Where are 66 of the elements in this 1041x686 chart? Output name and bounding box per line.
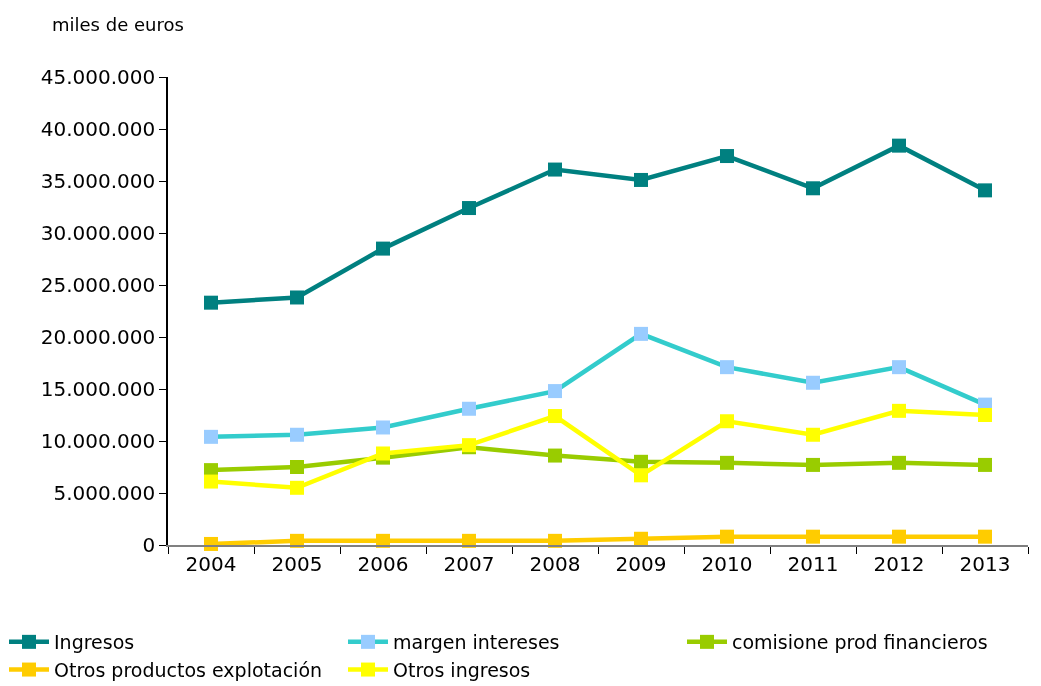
point (548, 409, 562, 424)
y-tick-label: 35.000.000 (40, 169, 156, 193)
x-tick-label: 2009 (615, 552, 667, 576)
point (548, 448, 562, 463)
point (720, 360, 734, 375)
point (376, 241, 390, 256)
point (204, 474, 218, 489)
y-tick-label: 25.000.000 (40, 273, 156, 297)
point (376, 446, 390, 461)
point (978, 457, 992, 472)
legend-label: margen intereses (393, 631, 560, 654)
point (978, 529, 992, 544)
legend-label: Otros productos explotación (54, 658, 323, 681)
x-tick-label: 2011 (787, 552, 839, 576)
legend-label: Ingresos (54, 631, 135, 654)
point (892, 529, 906, 544)
point (634, 531, 648, 546)
point (634, 326, 648, 341)
legend-label: Otros ingresos (393, 658, 531, 681)
y-tick-label: 0 (142, 533, 156, 557)
point (462, 201, 476, 216)
y-tick-label: 45.000.000 (40, 65, 156, 89)
point (978, 183, 992, 198)
point (290, 480, 304, 495)
point (634, 172, 648, 187)
point (806, 529, 820, 544)
point (892, 403, 906, 418)
point (720, 529, 734, 544)
x-tick-label: 2008 (529, 552, 581, 576)
x-tick-label: 2013 (959, 552, 1011, 576)
point (204, 429, 218, 444)
y-tick-label: 10.000.000 (40, 429, 156, 453)
point (462, 401, 476, 416)
point (806, 181, 820, 196)
point (806, 457, 820, 472)
y-tick-label: 15.000.000 (40, 377, 156, 401)
point (892, 138, 906, 153)
point (806, 427, 820, 442)
point (634, 468, 648, 483)
point (978, 408, 992, 422)
point (720, 149, 734, 164)
y-tick-label: 30.000.000 (40, 221, 156, 245)
y-tick-label: 5.000.000 (53, 481, 156, 505)
x-tick-label: 2005 (271, 552, 323, 576)
x-tick-label: 2012 (873, 552, 925, 576)
point (548, 162, 562, 177)
point (720, 455, 734, 470)
point (892, 360, 906, 375)
point (376, 420, 390, 435)
point (634, 454, 648, 469)
legend-label: comisione prod financieros (732, 631, 988, 654)
point (290, 290, 304, 305)
y-axis-title: miles de euros (52, 14, 184, 35)
point (720, 414, 734, 429)
point (892, 455, 906, 470)
x-tick-label: 2004 (185, 552, 237, 576)
point (806, 375, 820, 390)
point (204, 295, 218, 310)
x-tick-label: 2007 (443, 552, 495, 576)
y-tick-label: 40.000.000 (40, 117, 156, 141)
y-tick-label: 20.000.000 (40, 325, 156, 349)
x-tick-label: 2006 (357, 552, 409, 576)
point (290, 460, 304, 474)
point (290, 427, 304, 442)
x-tick-label: 2010 (701, 552, 753, 576)
point (548, 384, 562, 399)
